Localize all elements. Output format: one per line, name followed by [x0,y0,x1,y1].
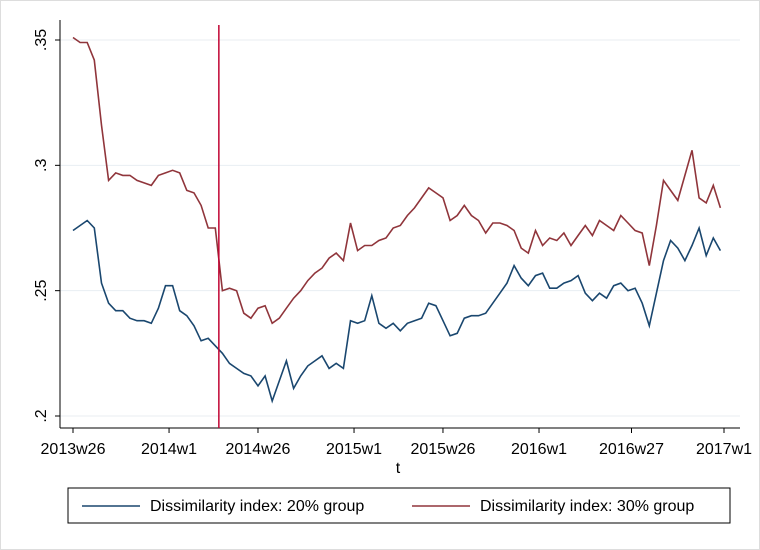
x-tick-label: 2015w1 [326,441,382,458]
series-line [72,36,722,325]
legend-label: Dissimilarity index: 30% group [480,498,694,515]
x-tick-label: 2016w1 [511,441,567,458]
y-tick-label: .25 [33,279,50,301]
series-line [72,219,722,404]
x-tick-label: 2017w1 [696,441,752,458]
legend [67,487,731,524]
legend-label: Dissimilarity index: 20% group [150,498,364,515]
x-tick-label: 2014w26 [226,441,291,458]
x-tick-label: 2014w1 [141,441,197,458]
x-axis-title: t [396,460,401,477]
y-tick-label: .3 [33,159,50,172]
x-tick-label: 2015w26 [410,441,475,458]
y-tick-label: .35 [33,29,50,51]
x-tick-label: 2016w27 [599,441,664,458]
y-tick-label: .2 [33,409,50,422]
x-tick-label: 2013w26 [41,441,106,458]
